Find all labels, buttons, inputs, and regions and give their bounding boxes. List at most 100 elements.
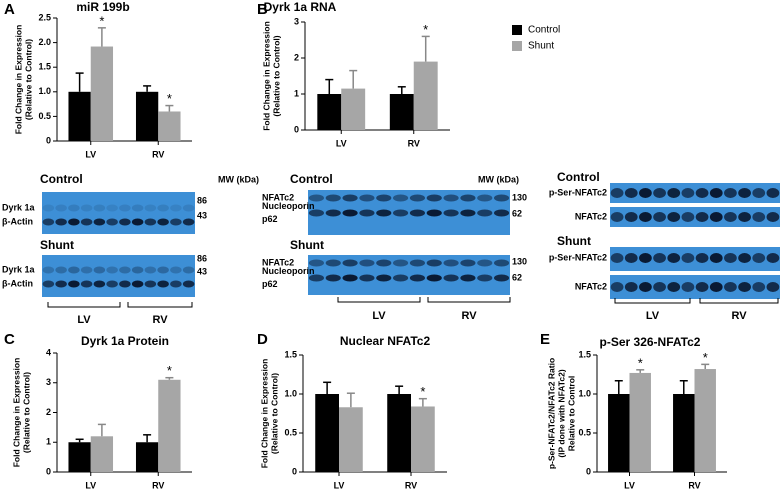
blot-band (106, 266, 118, 274)
chart-title: miR 199b (76, 0, 129, 14)
y-axis-label: p-Ser-NFATc2/NFATc2 Ratio (546, 358, 556, 469)
bar (673, 394, 695, 472)
significance-star: * (423, 22, 428, 37)
blot-band (477, 274, 493, 282)
y-tick-label: 0.5 (578, 427, 591, 437)
blot-band (460, 274, 476, 282)
blot-row-label: NFATc2 (575, 281, 607, 291)
blot-band (342, 259, 358, 267)
y-tick-label: 1 (294, 88, 299, 98)
blot-band (426, 274, 442, 282)
blot-band (667, 282, 681, 292)
blot-band (42, 218, 55, 226)
y-axis-label: Fold Change in Expression (11, 358, 21, 468)
blot-band (766, 253, 780, 263)
mw-value: 62 (512, 208, 522, 218)
blot-row-label: NFATc2 (262, 257, 294, 267)
mw-value: 86 (197, 195, 207, 205)
group-bracket (337, 297, 421, 303)
legend-swatch (512, 25, 522, 35)
blot-band (359, 259, 375, 267)
y-tick-label: 1.0 (578, 388, 591, 398)
blot-band (325, 259, 341, 267)
blot-band (709, 212, 723, 222)
blot-band (359, 274, 375, 282)
group-label: RV (152, 314, 168, 326)
blot-band (68, 280, 80, 288)
blot-condition: Control (557, 170, 600, 184)
y-tick-label: 0 (292, 466, 297, 476)
group-label: LV (372, 310, 386, 322)
blot-band (55, 218, 67, 226)
blot-band (42, 266, 55, 274)
panel-letter: D (257, 331, 268, 348)
blot-band (724, 282, 737, 292)
y-tick-label: 3 (294, 16, 299, 26)
blot-band (376, 259, 392, 267)
blot-row-label: p-Ser-NFATc2 (549, 252, 607, 262)
blot-membrane (308, 255, 510, 295)
blot-band (624, 212, 638, 222)
blot-band (409, 209, 425, 217)
legend-label: Control (528, 25, 560, 36)
blot-band (426, 259, 442, 267)
blot-band (182, 204, 195, 212)
blot-band (93, 280, 106, 288)
blot-band (393, 209, 409, 217)
blot-band (460, 194, 476, 202)
blot-band (639, 282, 652, 292)
blot-band (144, 218, 157, 226)
blot-band (55, 266, 67, 274)
blot-band (131, 266, 144, 274)
blot-band (426, 209, 442, 217)
significance-star: * (420, 384, 425, 399)
blot-band (752, 212, 766, 222)
blot-band (157, 266, 169, 274)
x-tick-label: LV (85, 149, 96, 159)
y-axis-label: (Relative to Control) (21, 372, 31, 453)
significance-star: * (703, 350, 708, 365)
blot-band (752, 282, 766, 292)
y-tick-label: 1.5 (38, 62, 51, 72)
blot-band (119, 280, 131, 288)
y-tick-label: 1.0 (38, 86, 51, 96)
bar (629, 372, 651, 472)
group-bracket (47, 302, 121, 308)
blot-band (144, 280, 157, 288)
blot-band (426, 194, 442, 202)
blot-band (724, 253, 737, 263)
bar (339, 407, 363, 472)
blot-band (667, 188, 681, 198)
blot-band (68, 218, 80, 226)
y-axis-label: Relative to Control (566, 376, 576, 452)
y-tick-label: 0.5 (284, 427, 297, 437)
blot-band (359, 194, 375, 202)
blot-band (342, 274, 358, 282)
mw-value: 130 (512, 192, 527, 202)
significance-star: * (167, 91, 172, 106)
blot-band (308, 209, 324, 217)
blot-band (119, 204, 131, 212)
y-axis-label: Fold Change in Expression (13, 25, 23, 135)
blot-band (308, 274, 324, 282)
blot-band (610, 212, 624, 222)
y-tick-label: 4 (46, 347, 51, 357)
chart-title: Dyrk 1a Protein (81, 334, 169, 348)
blot-band (695, 253, 709, 263)
x-tick-label: RV (152, 149, 164, 159)
x-tick-label: LV (624, 480, 635, 490)
blot-condition: Shunt (40, 238, 74, 252)
y-axis-label: (Relative to Control) (271, 35, 281, 116)
blot-row-label: NFATc2 (575, 211, 607, 221)
group-label: RV (731, 310, 747, 322)
blot-band (170, 204, 182, 212)
legend-swatch (512, 41, 522, 51)
blot-band (119, 266, 131, 274)
blot-band (695, 212, 709, 222)
group-bracket (614, 298, 691, 304)
blot-band (144, 204, 157, 212)
blot-membrane (42, 255, 195, 297)
blot-band (325, 209, 341, 217)
blot-band (55, 204, 67, 212)
bar (387, 394, 411, 472)
